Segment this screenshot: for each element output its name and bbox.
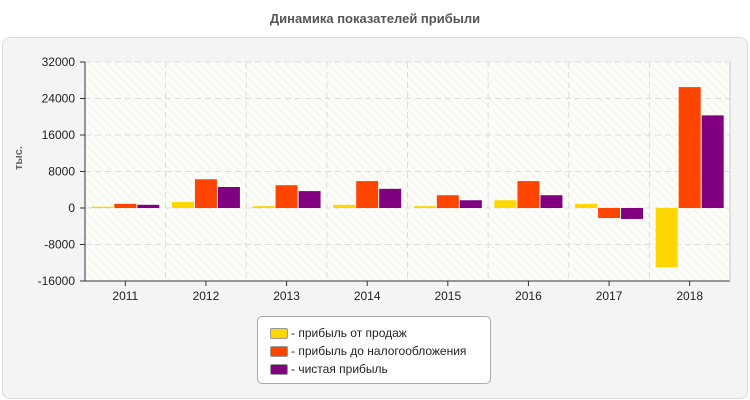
bar-2018-series-2 bbox=[678, 87, 701, 208]
bar-2011-series-2 bbox=[114, 203, 137, 208]
legend-label: - прибыль до налогообложения bbox=[291, 344, 467, 358]
y-tick-label: 16000 bbox=[42, 128, 76, 142]
bar-2016-series-3 bbox=[540, 195, 563, 208]
y-tick-label: 8000 bbox=[48, 165, 75, 179]
bar-2017-series-2 bbox=[598, 208, 621, 219]
x-tick-label: 2013 bbox=[273, 289, 300, 303]
y-tick-label: -16000 bbox=[38, 274, 76, 288]
x-tick-label: 2018 bbox=[676, 289, 703, 303]
bar-2013-series-3 bbox=[298, 191, 321, 208]
y-axis-label: тыс. bbox=[13, 146, 25, 170]
bar-2013-series-1 bbox=[252, 206, 275, 208]
y-tick-label: 32000 bbox=[42, 55, 76, 69]
bar-2016-series-2 bbox=[517, 181, 540, 208]
bar-2018-series-1 bbox=[655, 208, 678, 268]
legend-item-sales-profit[interactable]: - прибыль от продаж bbox=[270, 325, 407, 341]
x-tick-label: 2014 bbox=[354, 289, 381, 303]
bar-2016-series-1 bbox=[494, 200, 517, 208]
bar-2013-series-2 bbox=[275, 185, 298, 208]
legend-swatch bbox=[270, 345, 288, 357]
bar-2014-series-1 bbox=[333, 204, 356, 208]
bar-2015-series-2 bbox=[436, 195, 459, 208]
legend-swatch bbox=[270, 363, 288, 375]
bar-2012-series-3 bbox=[217, 187, 240, 208]
legend-label: - прибыль от продаж bbox=[291, 326, 407, 340]
x-tick-label: 2016 bbox=[515, 289, 542, 303]
bar-2012-series-2 bbox=[194, 179, 217, 208]
bar-2011-series-1 bbox=[91, 206, 114, 208]
bar-2018-series-3 bbox=[701, 115, 724, 208]
bar-2011-series-3 bbox=[137, 204, 160, 208]
y-tick-label: 24000 bbox=[42, 92, 76, 106]
y-tick-label: -8000 bbox=[44, 238, 75, 252]
bar-2015-series-3 bbox=[459, 200, 482, 208]
x-tick-label: 2011 bbox=[112, 289, 138, 303]
bar-2017-series-3 bbox=[621, 208, 644, 219]
bar-2014-series-3 bbox=[379, 188, 402, 208]
x-tick-label: 2012 bbox=[193, 289, 220, 303]
legend-item-net-profit[interactable]: - чистая прибыль bbox=[270, 361, 388, 377]
chart-title: Динамика показателей прибыли bbox=[269, 11, 481, 26]
legend-label: - чистая прибыль bbox=[291, 362, 388, 376]
bar-2012-series-1 bbox=[171, 202, 194, 208]
y-tick-label: 0 bbox=[68, 201, 75, 215]
legend-item-pretax-profit[interactable]: - прибыль до налогообложения bbox=[270, 343, 466, 359]
x-tick-label: 2015 bbox=[434, 289, 461, 303]
legend-swatch bbox=[270, 327, 288, 339]
x-tick-label: 2017 bbox=[596, 289, 623, 303]
bar-2014-series-2 bbox=[356, 181, 379, 208]
bar-2017-series-1 bbox=[575, 203, 598, 208]
bar-2015-series-1 bbox=[413, 206, 436, 208]
legend: - прибыль от продаж - прибыль до налогоо… bbox=[257, 316, 491, 384]
